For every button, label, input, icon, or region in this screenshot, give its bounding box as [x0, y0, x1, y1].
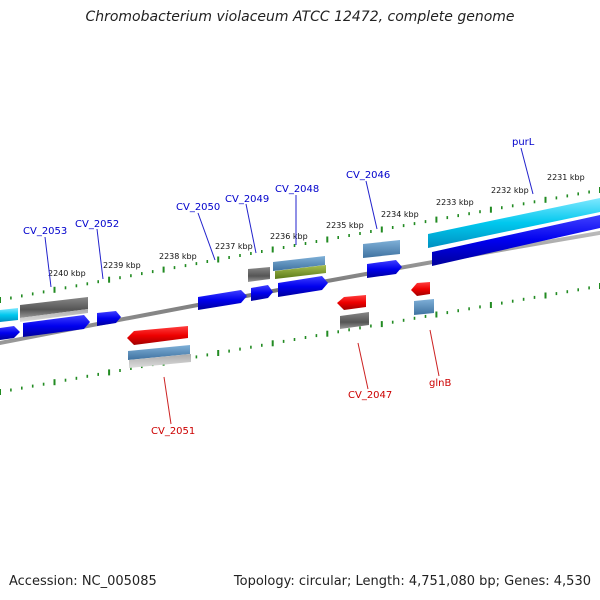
feature-arrow[interactable]: [198, 290, 247, 310]
feature-block[interactable]: [248, 267, 270, 282]
inner-tick-track: [0, 283, 600, 395]
scale-label: 2236 kbp: [270, 232, 308, 241]
feature-arrow[interactable]: [278, 276, 328, 297]
scale-label: 2234 kbp: [381, 210, 419, 219]
scale-label: 2233 kbp: [436, 198, 474, 207]
feature-block[interactable]: [428, 198, 600, 248]
gene-label-purL[interactable]: purL: [512, 137, 535, 148]
feature-block[interactable]: [275, 265, 326, 279]
feature-block[interactable]: [432, 215, 600, 266]
scale-label: 2237 kbp: [215, 242, 253, 251]
reverse-gene-labels: glnB CV_2047 CV_2051: [151, 378, 451, 437]
scale-label: 2238 kbp: [159, 252, 197, 261]
gene-label-CV_2053[interactable]: CV_2053: [23, 226, 67, 237]
feature-arrow[interactable]: [411, 282, 430, 296]
feature-block[interactable]: [414, 299, 434, 315]
genome-summary-text: Topology: circular; Length: 4,751,080 bp…: [233, 574, 591, 589]
gene-label-CV_2046[interactable]: CV_2046: [346, 170, 390, 181]
feature-arrow[interactable]: [367, 260, 402, 278]
leader-lines: [44, 147, 534, 425]
scale-label: 2240 kbp: [48, 269, 86, 278]
map-title: Chromobacterium violaceum ATCC 12472, co…: [85, 9, 515, 25]
gene-label-CV_2051[interactable]: CV_2051: [151, 426, 195, 437]
forward-gene-labels: purL CV_2046 CV_2048 CV_2049 CV_2050 CV_…: [23, 137, 535, 237]
scale-label: 2239 kbp: [103, 261, 141, 270]
feature-block[interactable]: [129, 354, 191, 368]
scale-label: 2231 kbp: [547, 173, 585, 182]
gene-label-CV_2047[interactable]: CV_2047: [348, 390, 392, 401]
feature-block[interactable]: [273, 256, 325, 271]
scale-labels: 2231 kbp 2232 kbp 2233 kbp 2234 kbp 2235…: [48, 173, 585, 278]
reverse-features: [127, 282, 434, 368]
gene-label-CV_2050[interactable]: CV_2050: [176, 202, 220, 213]
feature-block[interactable]: [363, 240, 400, 258]
forward-features: [0, 198, 600, 340]
feature-arrow[interactable]: [127, 326, 188, 345]
feature-arrow[interactable]: [97, 311, 121, 326]
feature-block[interactable]: [20, 309, 88, 322]
scale-label: 2232 kbp: [491, 186, 529, 195]
accession-text: Accession: NC_005085: [9, 574, 157, 589]
feature-arrow[interactable]: [0, 326, 20, 340]
feature-block[interactable]: [20, 297, 88, 318]
feature-block[interactable]: [128, 345, 190, 360]
feature-arrow[interactable]: [251, 285, 273, 301]
feature-arrow[interactable]: [23, 315, 90, 337]
gene-label-glnB[interactable]: glnB: [429, 378, 451, 389]
scale-label: 2235 kbp: [326, 221, 364, 230]
gene-label-CV_2049[interactable]: CV_2049: [225, 194, 269, 205]
feature-block[interactable]: [340, 312, 369, 329]
outer-tick-track: [0, 187, 600, 303]
gene-label-CV_2048[interactable]: CV_2048: [275, 184, 319, 195]
gene-label-CV_2052[interactable]: CV_2052: [75, 219, 119, 230]
feature-arrow[interactable]: [337, 295, 366, 310]
feature-block[interactable]: [0, 308, 18, 322]
